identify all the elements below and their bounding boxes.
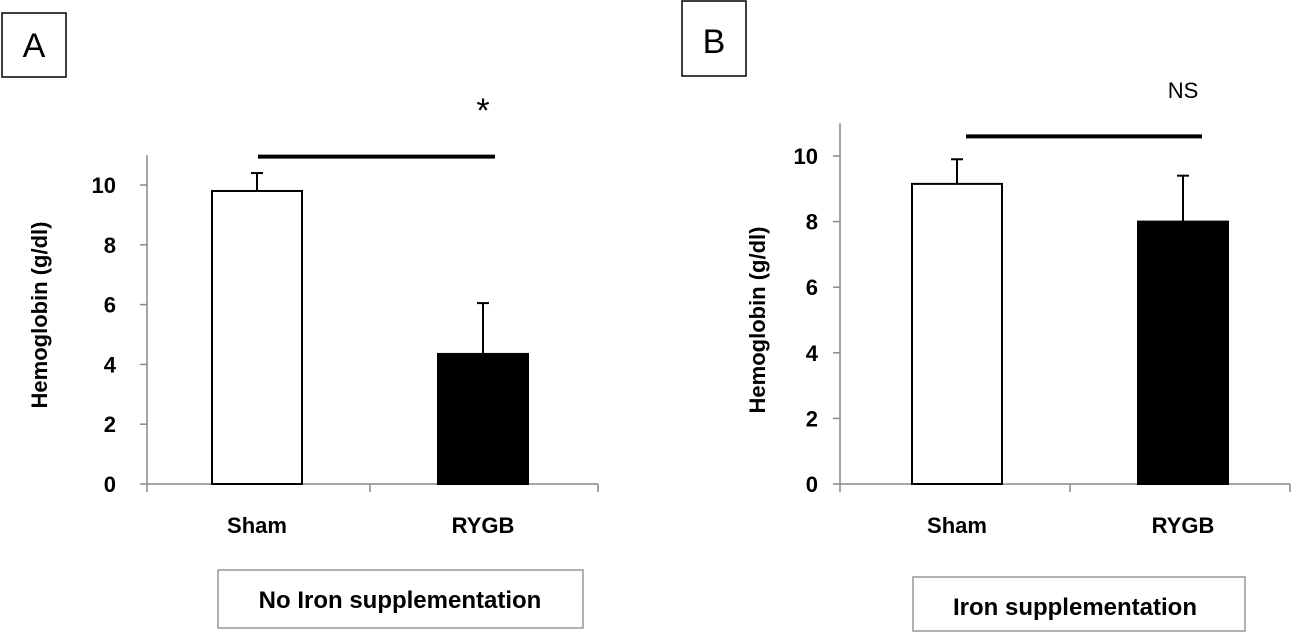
- bar-rygb: [437, 352, 529, 485]
- panel-b: B Hemoglobin (g/dl) 0 2 4 6 8 10 Sham RYGB NS Ir…: [681, 0, 1291, 632]
- plot-area: 0 2 4 6 8 10 Sham RYGB *: [92, 92, 599, 538]
- significance-label: *: [476, 92, 489, 130]
- panel-letter: A: [23, 27, 46, 65]
- category-label: Sham: [227, 513, 287, 538]
- y-tick-label: 10: [794, 144, 818, 169]
- y-tick-label: 4: [104, 352, 117, 377]
- panel-letter: B: [703, 23, 726, 61]
- y-tick-label: 4: [806, 341, 819, 366]
- y-tick-label: 2: [806, 406, 818, 431]
- y-tick-label: 2: [104, 412, 116, 437]
- y-axis-label: Hemoglobin (g/dl): [27, 222, 52, 409]
- plot-area: 0 2 4 6 8 10 Sham RYGB NS: [794, 78, 1291, 538]
- y-tick-label: 8: [806, 210, 818, 235]
- y-tick-label: 8: [104, 233, 116, 258]
- bar-sham: [911, 182, 1003, 485]
- y-tick-label: 0: [104, 472, 116, 497]
- bar-rygb: [1137, 220, 1229, 485]
- y-tick-label: 6: [104, 293, 116, 318]
- category-label: Sham: [927, 513, 987, 538]
- category-label: RYGB: [1152, 513, 1215, 538]
- y-tick-label: 6: [806, 275, 818, 300]
- condition-box: [217, 569, 584, 629]
- condition-label: Iron supplementation: [953, 594, 1197, 621]
- condition-box: [912, 576, 1246, 632]
- panel-a: A Hemoglobin (g/dl) 0 2 4 6 8 10 Sham RYGB * No …: [1, 12, 599, 629]
- condition-label: No Iron supplementation: [259, 587, 542, 614]
- y-axis-label: Hemoglobin (g/dl): [745, 227, 770, 414]
- y-tick-label: 0: [806, 472, 818, 497]
- significance-label: NS: [1168, 78, 1199, 103]
- panel-letter-box: [1, 12, 67, 78]
- category-label: RYGB: [452, 513, 515, 538]
- panel-letter-box: [681, 0, 747, 77]
- bar-sham: [211, 189, 303, 485]
- y-tick-label: 10: [92, 173, 116, 198]
